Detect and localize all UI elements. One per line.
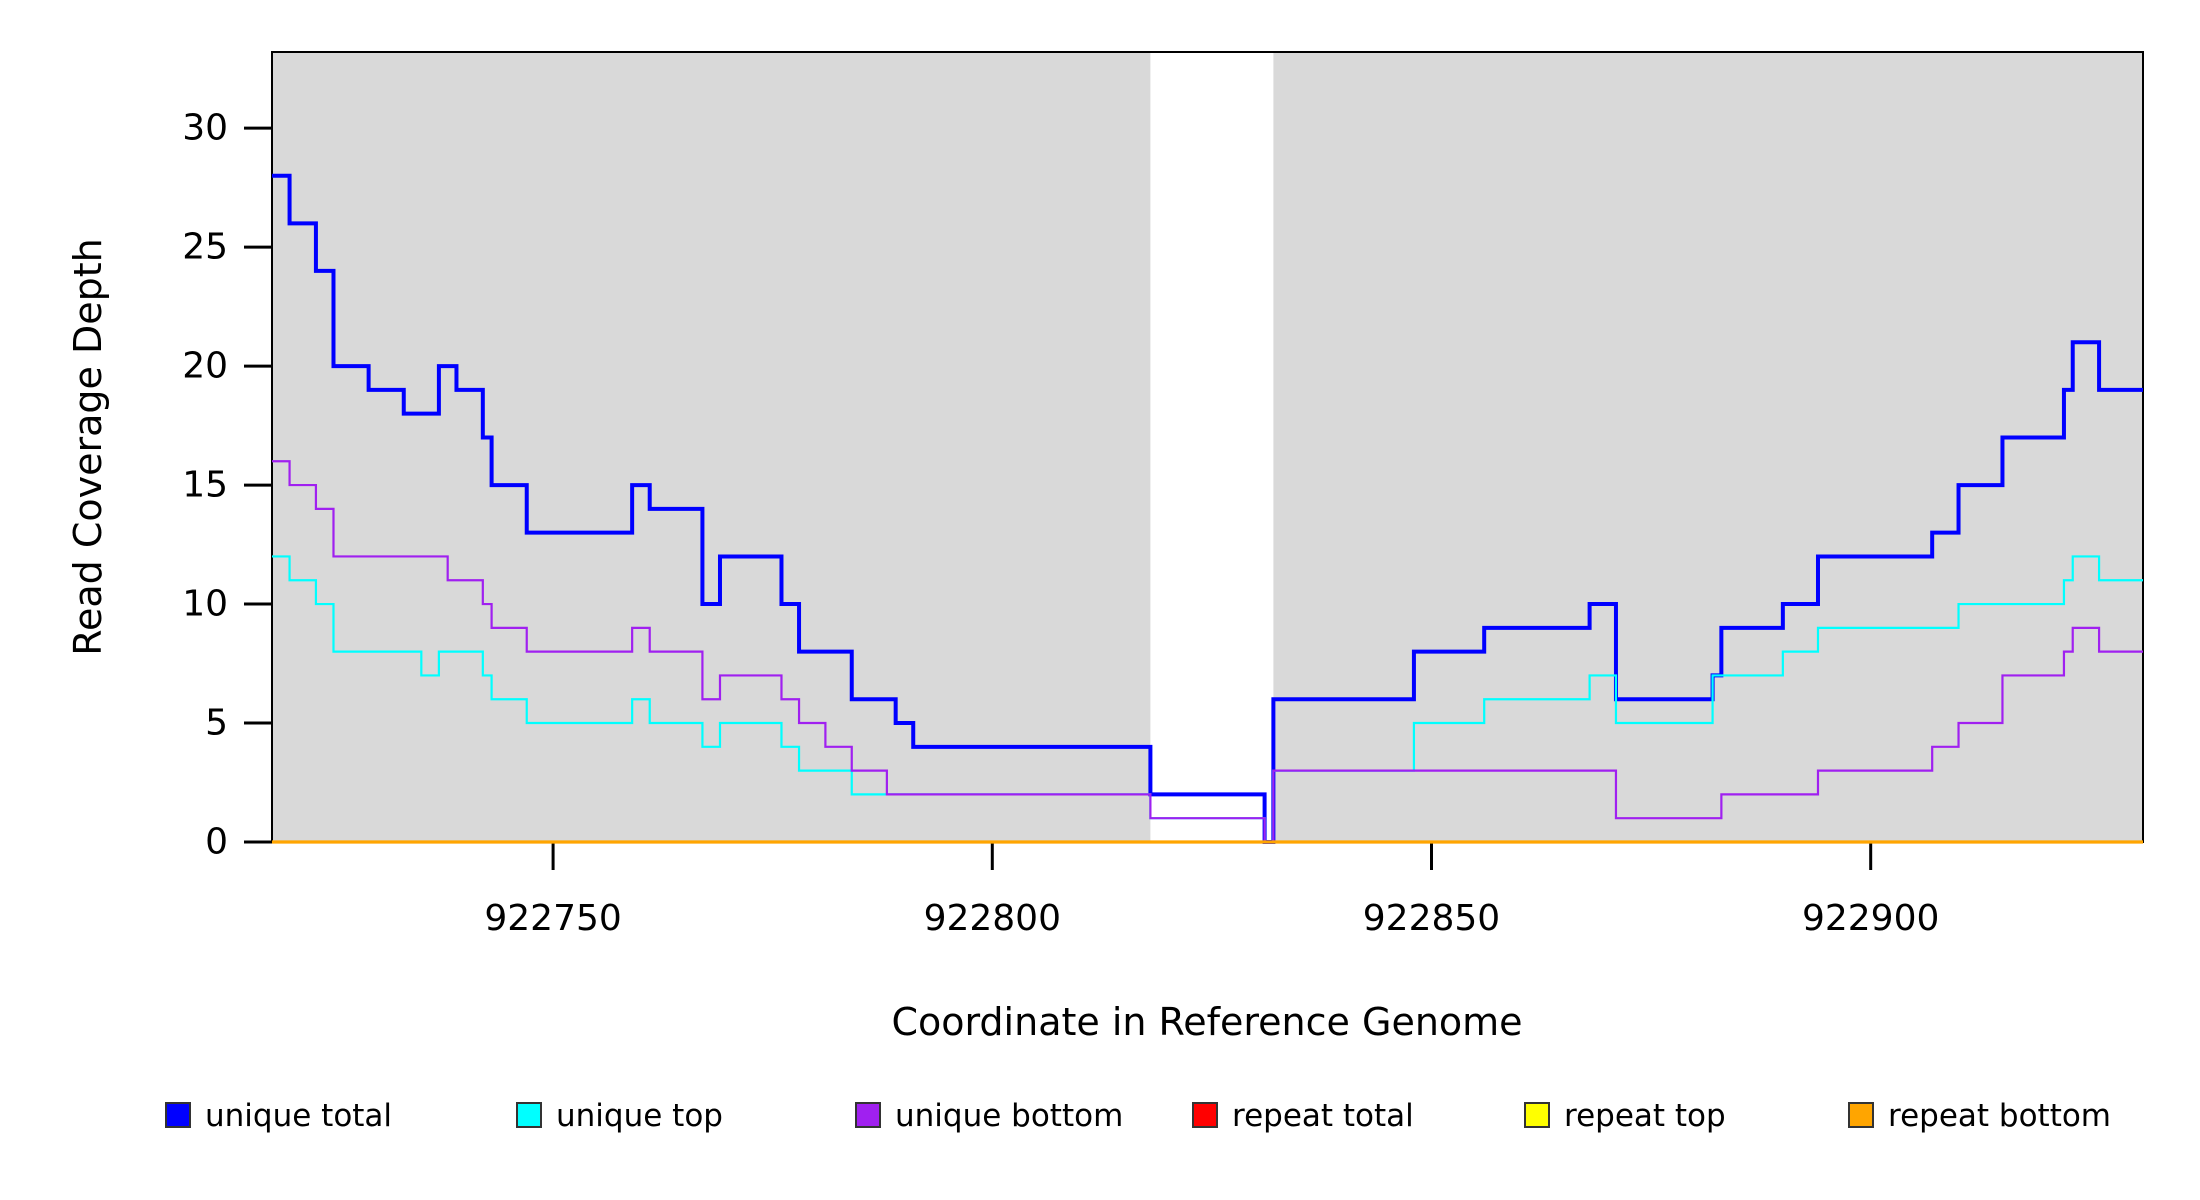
y-tick-label: 10 [182,584,228,625]
legend-swatch-unique-bottom [855,1102,881,1128]
series-line-unique-top [272,555,2143,844]
legend-swatch-repeat-total [1192,1102,1218,1128]
legend-label: repeat bottom [1888,1098,2112,1134]
x-tick-label: 922750 [484,898,621,939]
legend-label: repeat top [1564,1098,1726,1134]
shaded-region [1273,52,2143,842]
y-tick-label: 15 [182,465,228,506]
legend-label: unique bottom [895,1098,1124,1134]
legend-swatch-repeat-bottom [1848,1102,1874,1128]
legend-swatch-repeat-top [1524,1102,1550,1128]
y-tick-label: 5 [205,703,228,744]
legend: unique total unique top unique bottom repea… [0,1096,2200,1156]
x-axis-title: Coordinate in Reference Genome [891,1000,1523,1044]
x-tick-label: 922800 [924,898,1061,939]
y-tick-label: 20 [182,346,228,387]
legend-swatch-unique-total [165,1102,191,1128]
y-tick-label: 30 [182,108,228,149]
legend-label: unique top [556,1098,723,1134]
y-tick-label: 0 [205,822,228,863]
x-tick-label: 922850 [1363,898,1500,939]
shaded-region [272,52,1151,842]
y-axis-title: Read Coverage Depth [66,238,110,656]
x-tick-label: 922900 [1802,898,1939,939]
series-line-unique-total [272,173,2143,844]
legend-label: unique total [205,1098,393,1134]
series-line-unique-bottom [272,460,2143,844]
legend-swatch-unique-top [516,1102,542,1128]
y-tick-label: 25 [182,227,228,268]
legend-label: repeat total [1232,1098,1414,1134]
